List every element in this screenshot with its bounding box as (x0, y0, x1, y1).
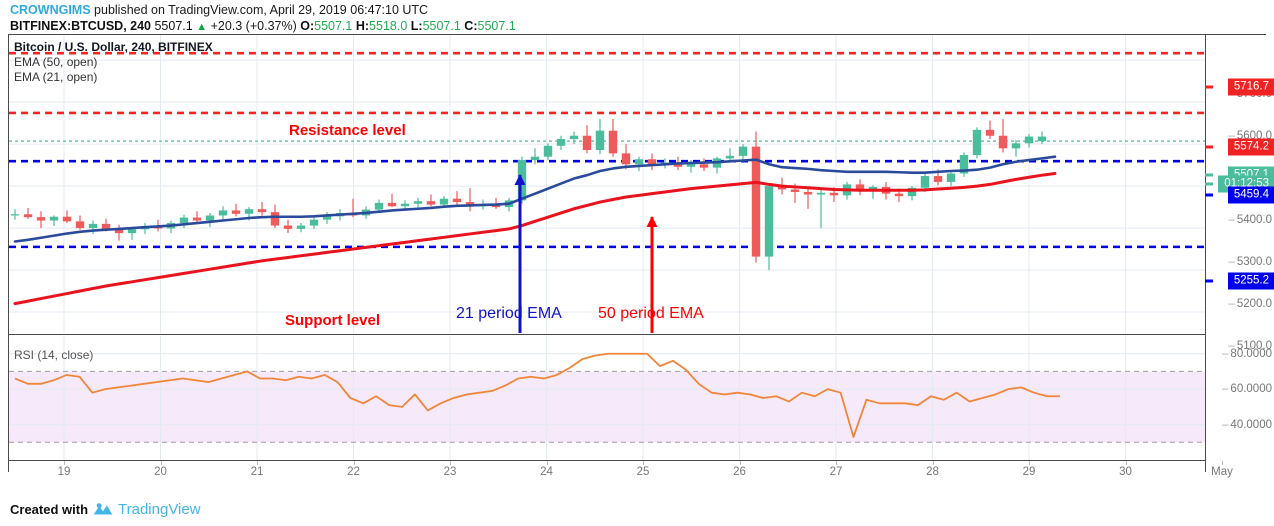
chart-frame (8, 34, 1266, 472)
price-level-marker (1205, 182, 1213, 186)
time-axis-tick: 22 (347, 466, 360, 478)
annotation-21-period-ema: 21 period EMA (456, 305, 562, 322)
time-axis-marker (450, 461, 451, 465)
price-level-badge[interactable]: 5716.7 (1227, 78, 1274, 96)
price-level-marker (1205, 193, 1213, 197)
time-axis-marker (739, 461, 741, 465)
annotation-50-period-ema: 50 period EMA (598, 305, 704, 322)
price-level-badge[interactable]: 5255.2 (1227, 272, 1274, 290)
publish-text: published on TradingView.com, April 29, … (94, 3, 429, 17)
price-level-marker (1205, 279, 1213, 283)
price-axis-tick: ‒ 5200.0 (1228, 298, 1272, 311)
price-axis-tick: ‒ 5400.0 (1228, 214, 1272, 227)
rsi-axis-tick: ‒ 60.0000 (1222, 383, 1272, 396)
last-price-label: 5507.1 (154, 19, 193, 33)
time-axis-tick: 25 (636, 466, 650, 478)
time-axis-tick: 24 (540, 466, 553, 478)
time-axis-tick: 26 (733, 466, 746, 478)
time-axis-marker (257, 461, 258, 465)
price-change-label: +20.3 (+0.37%) (210, 19, 297, 33)
time-axis-marker (932, 461, 934, 465)
tradingview-brand-label: TradingView (118, 500, 201, 518)
legend-ema21: EMA (21, open) (14, 70, 98, 84)
rsi-axis-tick: ‒ 80.0000 (1222, 347, 1272, 360)
author-name: CROWNGIMS (10, 3, 91, 17)
time-axis-marker (1125, 461, 1127, 465)
high-value: 5518.0 (369, 19, 408, 33)
price-axis-divider (1205, 34, 1206, 472)
price-plot-area[interactable] (9, 35, 1205, 333)
publish-line: CROWNGIMS published on TradingView.com, … (10, 3, 428, 17)
time-axis-tick: 19 (57, 466, 71, 478)
time-axis-marker (1222, 461, 1223, 465)
low-value: 5507.1 (422, 19, 461, 33)
low-key: L: (410, 19, 423, 33)
legend-ema50: EMA (50, open) (14, 55, 98, 69)
footer: Created with TradingView (10, 498, 201, 520)
legend-title: Bitcoin / U.S. Dollar, 240, BITFINEX (14, 40, 213, 54)
rsi-axis[interactable]: ‒ 80.0000 ‒ 60.0000 ‒ 40.0000 (1205, 336, 1274, 460)
time-axis-marker (643, 461, 644, 465)
panel-divider (8, 334, 1205, 335)
annotation-support-level: Support level (285, 312, 381, 329)
symbol-label: BITFINEX:BTCUSD, 240 (10, 19, 151, 33)
price-level-badge[interactable]: 5459.4 (1227, 186, 1274, 204)
high-key: H: (355, 19, 370, 33)
rsi-axis-tick: ‒ 40.0000 (1222, 418, 1272, 431)
price-level-marker (1205, 173, 1213, 177)
open-key: O: (300, 19, 315, 33)
price-level-marker (1205, 145, 1213, 149)
price-axis[interactable]: ‒5700.0‒5600.0‒5400.0‒5300.0‒5200.0‒5100… (1205, 34, 1274, 352)
close-key: C: (464, 19, 478, 33)
time-axis[interactable]: 19 20 21 22 23 24 25 26 27 28 29 30 May (9, 461, 1274, 487)
time-axis-tick: 27 (829, 466, 843, 478)
time-axis-divider (8, 460, 1205, 461)
time-axis-tick: 29 (1022, 466, 1036, 478)
tradingview-logo-icon (93, 502, 113, 514)
triangle-up-icon: ▲ (196, 21, 208, 33)
time-axis-tick: May (1211, 466, 1233, 478)
time-axis-marker (353, 461, 355, 465)
time-axis-tick: 30 (1119, 466, 1132, 478)
time-axis-tick: 20 (154, 466, 167, 478)
price-chart-svg (9, 35, 1205, 333)
rsi-legend: RSI (14, close) (14, 348, 94, 362)
price-level-marker (1205, 85, 1213, 89)
time-axis-marker (546, 461, 548, 465)
created-with-label: Created with (10, 501, 89, 517)
time-axis-tick: 28 (926, 466, 939, 478)
price-axis-tick: ‒ 5300.0 (1228, 256, 1272, 269)
chart-header: CROWNGIMS published on TradingView.com, … (0, 0, 1274, 33)
open-value: 5507.1 (314, 19, 353, 33)
close-value: 5507.1 (477, 19, 516, 33)
time-axis-marker (1029, 461, 1030, 465)
rsi-chart-svg (9, 336, 1205, 460)
symbol-quote-line: BITFINEX:BTCUSD, 240 5507.1 ▲ +20.3 (+0.… (10, 19, 516, 33)
annotation-resistance-level: Resistance level (289, 122, 406, 139)
time-axis-tick: 21 (250, 466, 264, 478)
time-axis-marker (836, 461, 837, 465)
price-level-badge[interactable]: 5574.2 (1227, 138, 1274, 156)
price-axis-tick: ‒ 5100.0 (1228, 340, 1272, 352)
time-axis-marker (64, 461, 65, 465)
time-axis-marker (160, 461, 162, 465)
rsi-plot-area[interactable] (9, 336, 1205, 460)
chart-legend: Bitcoin / U.S. Dollar, 240, BITFINEX EMA… (14, 40, 213, 85)
time-axis-tick: 23 (443, 466, 457, 478)
